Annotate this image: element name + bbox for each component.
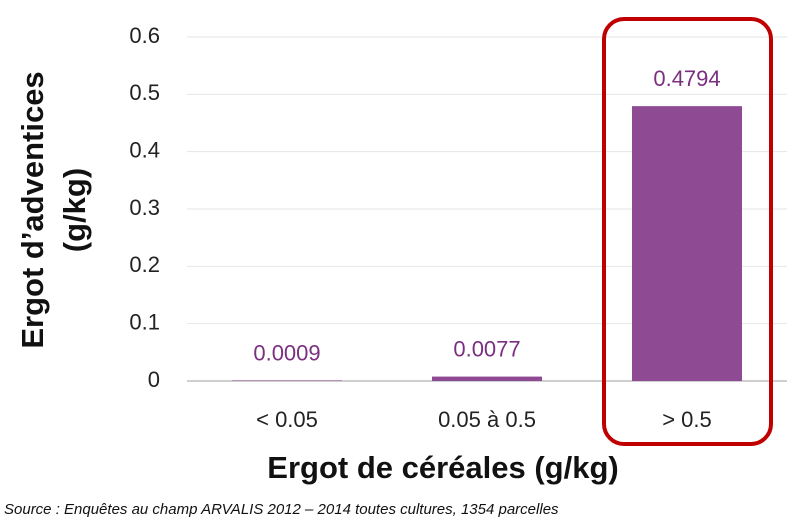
- x-tick-label: 0.05 à 0.5: [438, 407, 536, 432]
- highlight-box: [602, 17, 773, 446]
- x-tick-label: < 0.05: [256, 407, 318, 432]
- y-tick-label: 0.4: [129, 137, 160, 162]
- value-label: 0.0009: [253, 340, 320, 365]
- x-axis-title: Ergot de céréales (g/kg): [267, 450, 618, 485]
- bar: [432, 376, 542, 381]
- value-label: 0.0077: [453, 336, 520, 361]
- y-tick-label: 0.6: [129, 23, 160, 48]
- y-tick-label: 0: [148, 367, 160, 392]
- y-tick-label: 0.3: [129, 195, 160, 220]
- y-axis-title-line: Ergot d’adventices: [15, 71, 50, 348]
- bar: [232, 380, 342, 381]
- y-tick-label: 0.5: [129, 80, 160, 105]
- y-axis-title: Ergot d’adventices (g/kg): [15, 71, 92, 348]
- y-tick-label: 0.2: [129, 252, 160, 277]
- x-tick-label: > 0.5: [662, 407, 712, 432]
- y-tick-label: 0.1: [129, 309, 160, 334]
- source-note: Source : Enquêtes au champ ARVALIS 2012 …: [4, 501, 559, 518]
- value-label: 0.4794: [653, 66, 720, 91]
- y-axis-title-line: (g/kg): [57, 168, 92, 252]
- bar: [632, 106, 742, 382]
